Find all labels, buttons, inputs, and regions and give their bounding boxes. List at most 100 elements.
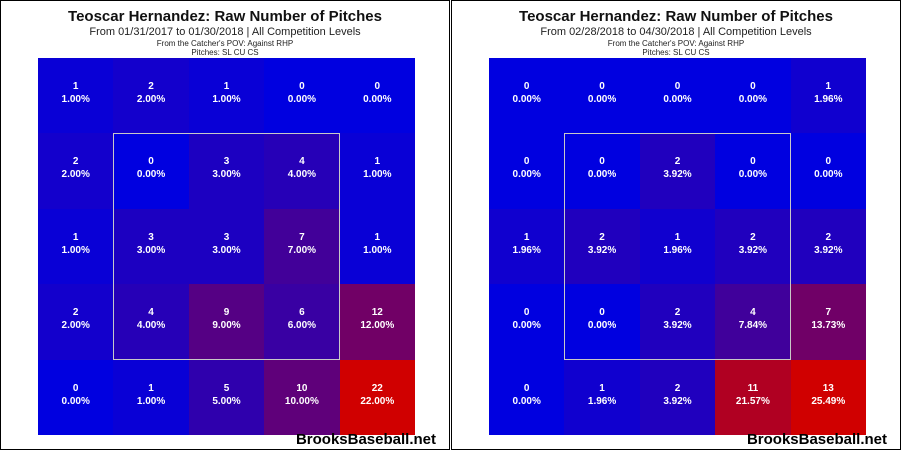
cell-percent: 3.00%	[136, 244, 166, 256]
cell-percent: 3.00%	[212, 169, 241, 181]
pitches-note: Pitches: SL CU CS	[191, 48, 259, 57]
heatmap-cell: 1 1.00%	[339, 133, 415, 209]
brand-watermark: BrooksBaseball.net	[295, 431, 436, 448]
cell-count: 0	[148, 156, 154, 168]
cell-percent: 1.00%	[61, 94, 90, 105]
cell-percent: 0.00%	[512, 169, 541, 181]
chart-subtitle: From 01/31/2017 to 01/30/2018 | All Comp…	[89, 26, 361, 38]
heatmap-cell: 22 22.00%	[339, 359, 415, 435]
heatmap-cell: 3 3.00%	[188, 133, 265, 209]
cell-count: 12	[371, 307, 383, 319]
cell-count: 0	[750, 156, 756, 168]
cell-count: 1	[374, 156, 381, 168]
heatmap-cell: 3 3.00%	[113, 208, 189, 285]
heatmap-cell: 1 1.00%	[188, 58, 265, 134]
cell-percent: 1.96%	[814, 94, 843, 105]
cell-percent: 21.57%	[735, 395, 770, 407]
heatmap-cell: 4 4.00%	[264, 133, 340, 209]
pitches-note: Pitches: SL CU CS	[642, 48, 710, 57]
cell-percent: 0.00%	[587, 320, 617, 332]
heatmap-cell: 0 0.00%	[564, 58, 640, 134]
cell-percent: 0.00%	[814, 169, 843, 181]
cell-percent: 1.00%	[363, 244, 392, 256]
cell-count: 2	[72, 156, 79, 168]
cell-count: 2	[825, 231, 832, 243]
cell-count: 1	[72, 231, 79, 243]
cell-count: 0	[599, 156, 605, 168]
heatmap-cell: 2 3.92%	[564, 208, 640, 285]
cell-percent: 0.00%	[287, 94, 317, 105]
cell-percent: 3.00%	[212, 244, 241, 256]
heatmap-cell: 2 3.92%	[639, 359, 716, 435]
cell-count: 4	[750, 307, 756, 319]
heatmap-cell: 7 7.00%	[264, 208, 340, 285]
cell-percent: 1.00%	[363, 169, 392, 181]
cell-count: 4	[148, 307, 154, 319]
heatmap-cell: 0 0.00%	[489, 133, 565, 209]
heatmap-cell: 10 10.00%	[264, 359, 340, 435]
cell-count: 2	[148, 81, 154, 92]
heatmap-cell: 2 3.92%	[715, 208, 791, 285]
heatmap-cell: 7 13.73%	[790, 284, 866, 360]
pov-note: From the Catcher's POV: Against RHP	[607, 39, 745, 48]
heatmap-cell: 13 25.49%	[790, 359, 866, 435]
heatmap-cell: 2 2.00%	[38, 133, 114, 209]
cell-percent: 0.00%	[512, 320, 541, 332]
heatmap-cell: 9 9.00%	[188, 284, 265, 360]
heatmap-cell: 1 1.00%	[113, 359, 189, 435]
cell-count: 9	[223, 307, 230, 319]
cell-count: 4	[299, 156, 305, 168]
cell-percent: 22.00%	[360, 395, 395, 407]
heatmap-cell: 2 3.92%	[639, 133, 716, 209]
cell-count: 13	[822, 382, 834, 394]
cell-percent: 3.92%	[587, 244, 617, 256]
cell-percent: 0.00%	[738, 94, 768, 105]
heatmap-panel-2018: Teoscar Hernandez: Raw Number of Pitches…	[451, 0, 901, 450]
cell-percent: 0.00%	[512, 94, 541, 105]
cell-count: 0	[599, 81, 605, 92]
cell-percent: 9.00%	[212, 320, 241, 332]
heatmap-cell: 1 1.00%	[339, 208, 415, 285]
cell-percent: 7.84%	[738, 320, 768, 332]
cell-percent: 2.00%	[61, 169, 90, 181]
cell-percent: 5.00%	[212, 395, 241, 407]
heatmap-cell: 0 0.00%	[264, 58, 340, 134]
heatmap-cell: 0 0.00%	[339, 58, 415, 134]
cell-percent: 3.92%	[663, 320, 692, 332]
cell-count: 2	[674, 382, 681, 394]
cell-percent: 3.92%	[814, 244, 843, 256]
cell-percent: 3.92%	[663, 395, 692, 407]
heatmap-cell: 2 3.92%	[639, 284, 716, 360]
cell-count: 0	[523, 156, 530, 168]
cell-count: 2	[750, 231, 756, 243]
cell-count: 5	[223, 382, 230, 394]
heatmap-cell: 6 6.00%	[264, 284, 340, 360]
heatmap-cell: 0 0.00%	[639, 58, 716, 134]
cell-count: 3	[223, 231, 230, 243]
cell-percent: 0.00%	[587, 94, 617, 105]
cell-percent: 2.00%	[136, 94, 166, 105]
cell-percent: 12.00%	[360, 320, 395, 332]
cell-count: 0	[523, 81, 530, 92]
heatmap-panel-2017: Teoscar Hernandez: Raw Number of Pitches…	[0, 0, 450, 450]
heatmap-cell: 1 1.96%	[489, 208, 565, 285]
cell-count: 11	[747, 382, 759, 394]
cell-count: 1	[825, 81, 832, 92]
cell-percent: 0.00%	[738, 169, 768, 181]
cell-count: 1	[374, 231, 381, 243]
cell-count: 0	[825, 156, 832, 168]
chart-title: Teoscar Hernandez: Raw Number of Pitches	[68, 8, 382, 25]
cell-percent: 1.00%	[61, 244, 90, 256]
cell-percent: 0.00%	[136, 169, 166, 181]
heatmap-cell: 0 0.00%	[790, 133, 866, 209]
cell-percent: 13.73%	[811, 320, 846, 332]
cell-percent: 0.00%	[512, 395, 541, 407]
cell-count: 0	[299, 81, 305, 92]
heatmap-cell: 1 1.96%	[790, 58, 866, 134]
cell-count: 0	[674, 81, 681, 92]
cell-percent: 1.96%	[512, 244, 541, 256]
cell-count: 0	[523, 307, 530, 319]
heatmap-cell: 0 0.00%	[564, 133, 640, 209]
heatmap-grid: 0 0.00% 0 0.00% 0 0.00% 0 0.00% 1 1.96% 0 0.00% 0 0.0…	[489, 58, 866, 435]
cell-percent: 0.00%	[663, 94, 692, 105]
